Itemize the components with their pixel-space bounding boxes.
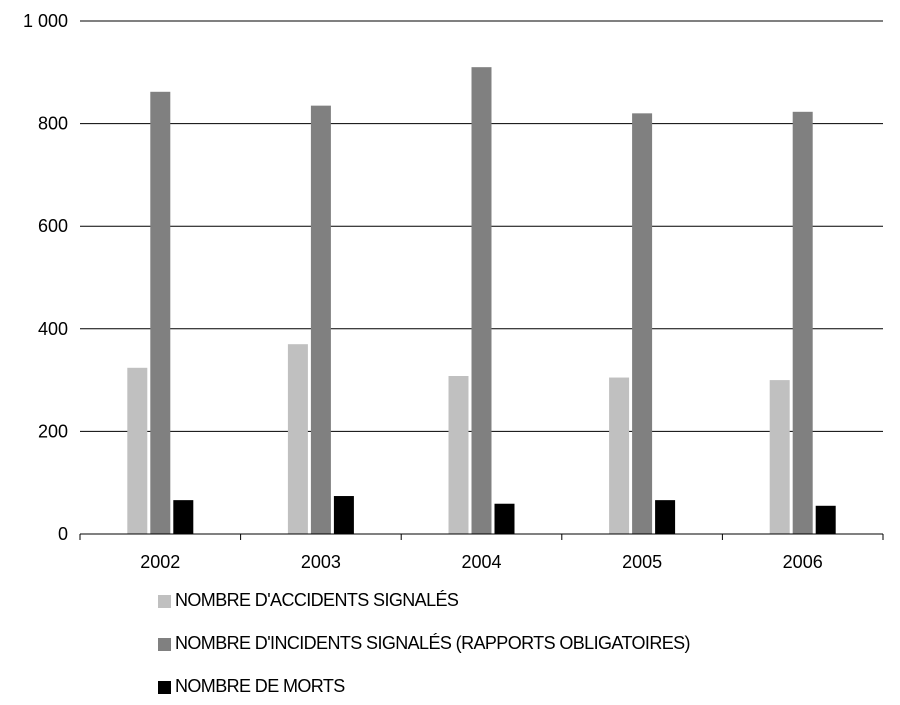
bar [815, 505, 836, 534]
bar [655, 500, 676, 534]
bar [609, 377, 630, 534]
bar [769, 380, 790, 534]
y-tick-label: 1 000 [23, 11, 68, 31]
y-tick-label: 400 [38, 319, 68, 339]
x-tick-label: 2002 [140, 552, 180, 572]
bar [287, 344, 308, 534]
legend-swatch [158, 681, 171, 694]
x-axis: 2002 2003 2004 2005 2006 [79, 533, 884, 572]
y-axis-tick-labels: 0 200 400 600 800 1 000 [23, 11, 68, 544]
bar [310, 105, 331, 535]
bar [448, 375, 469, 534]
legend-label: NOMBRE D'ACCIDENTS SIGNALÉS [175, 590, 459, 610]
y-tick-label: 600 [38, 216, 68, 236]
legend-swatch [158, 638, 171, 651]
legend-label: NOMBRE DE MORTS [175, 676, 345, 696]
legend-swatch [158, 595, 171, 608]
bar [333, 496, 354, 534]
bar [792, 111, 813, 535]
y-tick-label: 800 [38, 114, 68, 134]
bar [632, 113, 653, 534]
bar [494, 503, 515, 534]
bar [471, 67, 492, 535]
y-tick-label: 200 [38, 421, 68, 441]
legend-label: NOMBRE D'INCIDENTS SIGNALÉS (RAPPORTS OB… [175, 633, 690, 653]
x-tick-label: 2004 [461, 552, 501, 572]
x-tick-label: 2003 [301, 552, 341, 572]
bar [150, 91, 171, 534]
bar [173, 500, 194, 534]
bar [127, 367, 148, 534]
bars [127, 67, 836, 535]
x-tick-label: 2005 [622, 552, 662, 572]
legend: NOMBRE D'ACCIDENTS SIGNALÉS NOMBRE D'INCI… [158, 590, 691, 696]
y-tick-label: 0 [58, 524, 68, 544]
x-tick-label: 2006 [783, 552, 823, 572]
